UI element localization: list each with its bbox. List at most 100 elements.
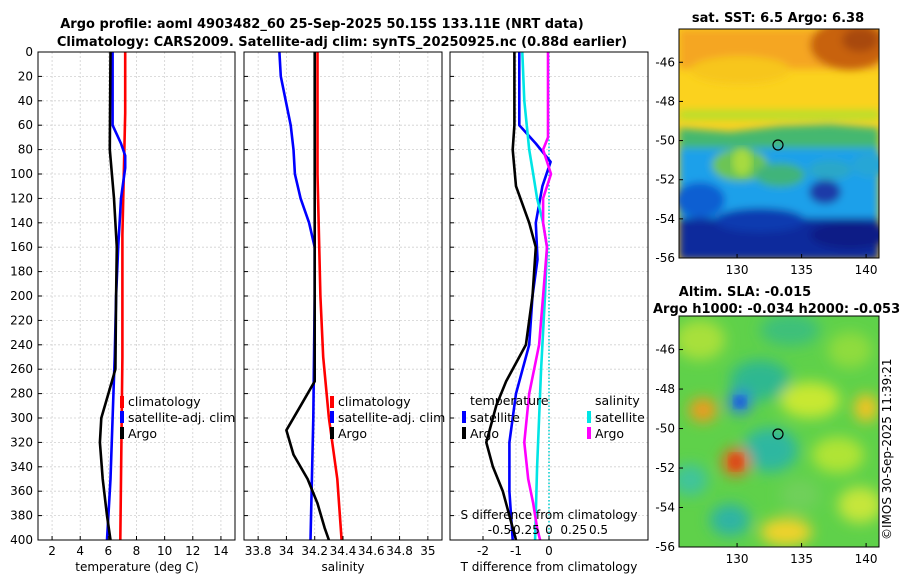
- x-tick-label: 34: [279, 544, 294, 558]
- sst-argo-marker: [772, 139, 784, 151]
- map-lat-label: -54: [655, 501, 675, 515]
- depth-tick-label: 320: [10, 435, 33, 449]
- depth-tick-label: 40: [18, 94, 33, 108]
- x-tick-label: 10: [157, 544, 172, 558]
- salinity-diff-legend: salinity satellite Argo: [587, 393, 645, 441]
- x-tick-label: 6: [105, 544, 113, 558]
- temperature-tick-labels: 2 4 6 8 10 12 14: [48, 536, 229, 558]
- map-lat-label: -50: [655, 134, 675, 148]
- x-tick-label: 8: [133, 544, 141, 558]
- map-lon-label: 130: [726, 263, 749, 277]
- x-tick-label: 34.4: [330, 544, 357, 558]
- sst-map-title: sat. SST: 6.5 Argo: 6.38: [692, 11, 864, 26]
- legend-label-argo: Argo: [338, 426, 367, 441]
- salinity-legend: climatology satellite-adj. clim Argo: [330, 394, 445, 441]
- depth-tick-label: 260: [10, 362, 33, 376]
- sla-map-ticks: 130 135 140 -46 -48 -50 -52 -54 -56: [655, 343, 877, 566]
- legend-swatch-satellite-adj: [120, 411, 124, 423]
- legend-label-climatology: climatology: [128, 394, 201, 409]
- sst-map: sat. SST: 6.5 Argo: 6.38: [655, 11, 880, 277]
- series-line-argo: [98, 52, 119, 540]
- title-line-1: Argo profile: aoml 4903482_60 25-Sep-202…: [60, 17, 584, 32]
- sst-map-ticks: 130 135 140 -46 -48 -50 -52 -54 -56: [655, 55, 877, 277]
- series-line-salinity-argo: [522, 52, 553, 540]
- legend-label-t-satellite: satellite: [470, 410, 520, 425]
- map-lat-label: -52: [655, 173, 675, 187]
- depth-tick-label: 240: [10, 338, 33, 352]
- sla-map-frame: [678, 315, 880, 548]
- legend-title-salinity: salinity: [595, 393, 640, 408]
- legend-swatch-t-satellite: [462, 411, 466, 423]
- legend-label-t-argo: Argo: [470, 426, 499, 441]
- depth-tick-label: 160: [10, 240, 33, 254]
- depth-tick-label: 340: [10, 460, 33, 474]
- legend-swatch-s-satellite: [587, 411, 591, 423]
- temperature-diff-legend: temperature satellite Argo: [462, 393, 549, 441]
- series-line-climatology: [119, 52, 127, 540]
- s-tick-label: -0.5: [488, 523, 511, 537]
- legend-title-temperature: temperature: [470, 393, 549, 408]
- legend-label-climatology: climatology: [338, 394, 411, 409]
- legend-label-satellite-adj: satellite-adj. clim: [338, 410, 445, 425]
- map-lon-label: 135: [790, 263, 813, 277]
- map-lon-label: 140: [855, 263, 878, 277]
- map-lat-label: -46: [655, 343, 675, 357]
- series-line-temperature-argo: [484, 52, 538, 540]
- depth-tick-labels: 0 20 40 60 80 100 120 140 160 180 200 220 240 260 280 3…: [10, 45, 33, 547]
- sla-map: Altim. SLA: -0.015 Argo h1000: -0.034 h2…: [653, 285, 900, 566]
- x-tick-label: 0: [545, 544, 553, 558]
- legend-label-argo: Argo: [128, 426, 157, 441]
- temperature-xlabel: temperature (deg C): [75, 560, 198, 574]
- map-lon-label: 130: [726, 552, 749, 566]
- s-difference-label: S difference from climatology: [461, 508, 638, 522]
- series-line-argo: [285, 52, 331, 540]
- s-difference-tick-labels: -0.5-0.25 0 0.25 0.5: [488, 523, 608, 537]
- legend-swatch-t-argo: [462, 427, 466, 439]
- map-lat-label: -48: [655, 382, 675, 396]
- s-tick-label: 0.5: [589, 523, 608, 537]
- depth-tick-label: 120: [10, 191, 33, 205]
- x-tick-label: 14: [213, 544, 228, 558]
- salinity-xlabel: salinity: [321, 560, 364, 574]
- depth-tick-label: 280: [10, 387, 33, 401]
- legend-swatch-argo: [120, 427, 124, 439]
- legend-label-s-argo: Argo: [595, 426, 624, 441]
- temperature-legend: climatology satellite-adj. clim Argo: [120, 394, 235, 441]
- depth-tick-label: 360: [10, 484, 33, 498]
- x-tick-label: 4: [76, 544, 84, 558]
- legend-swatch-climatology: [120, 396, 124, 408]
- temperature-panel: 0 20 40 60 80 100 120 140 160 180 200 220 240 260 280 3…: [10, 45, 236, 574]
- t-difference-tick-labels: -2 -1 0: [477, 536, 553, 558]
- salinity-panel: 33.8 34 34.2 34.4 34.6 34.8 35 salinity climat…: [243, 51, 445, 574]
- s-tick-label: 0.25: [560, 523, 587, 537]
- map-lat-label: -48: [655, 94, 675, 108]
- map-lat-label: -46: [655, 55, 675, 69]
- s-tick-label: -0.25: [509, 523, 540, 537]
- t-difference-xlabel: T difference from climatology: [460, 560, 638, 574]
- x-tick-label: 34.8: [386, 544, 413, 558]
- depth-tick-label: 140: [10, 216, 33, 230]
- depth-tick-label: 380: [10, 509, 33, 523]
- salinity-grid: [244, 51, 442, 541]
- x-tick-label: 2: [48, 544, 56, 558]
- x-tick-label: -1: [510, 544, 522, 558]
- sla-map-title: Altim. SLA: -0.015: [679, 285, 811, 300]
- depth-tick-label: 400: [10, 533, 33, 547]
- depth-tick-label: 80: [18, 143, 33, 157]
- sla-map-subtitle: Argo h1000: -0.034 h2000: -0.053: [653, 302, 900, 317]
- series-line-satellite-adj-clim: [105, 52, 127, 540]
- depth-tick-label: 20: [18, 69, 33, 83]
- depth-tick-label: 100: [10, 167, 33, 181]
- salinity-lines: [278, 52, 343, 540]
- difference-lines: [484, 52, 553, 540]
- s-tick-label: 0: [545, 523, 553, 537]
- map-lat-label: -56: [655, 251, 675, 265]
- x-tick-label: 35: [420, 544, 435, 558]
- series-line-climatology: [316, 52, 343, 540]
- sla-heatmap: [679, 316, 879, 547]
- depth-tick-label: 60: [18, 118, 33, 132]
- map-lat-label: -50: [655, 422, 675, 436]
- title-line-2: Climatology: CARS2009. Satellite-adj cli…: [57, 35, 627, 50]
- x-tick-label: 34.2: [301, 544, 328, 558]
